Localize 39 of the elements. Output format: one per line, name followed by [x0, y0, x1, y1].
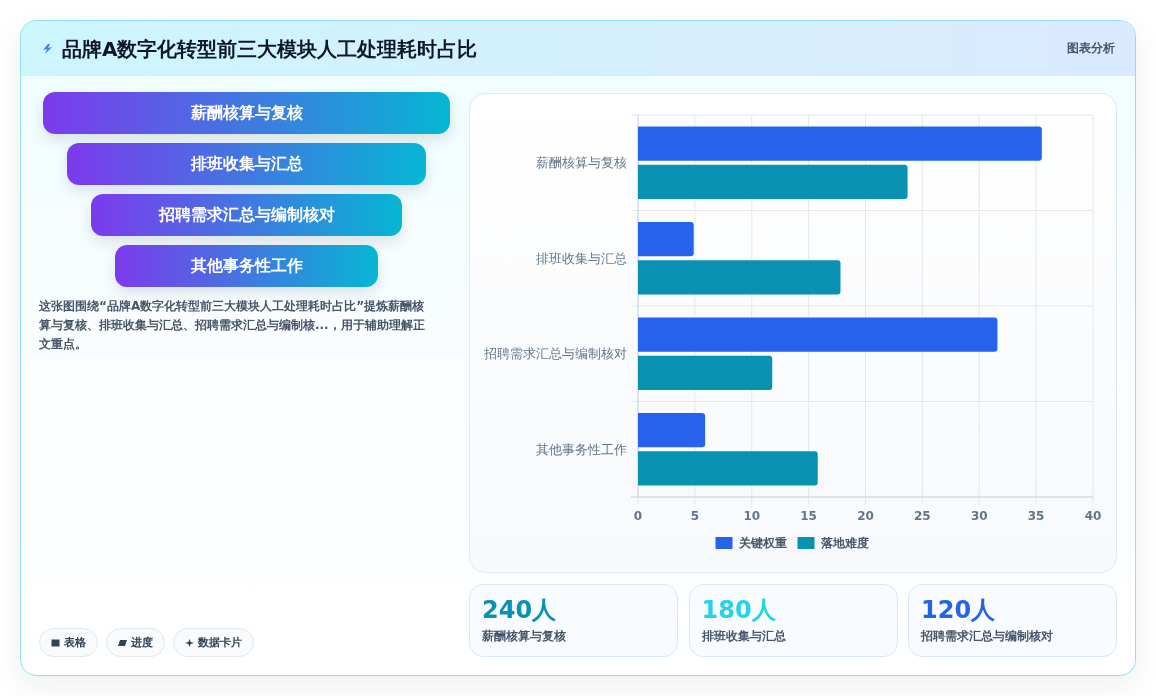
text: 180人: [701, 596, 776, 624]
category-label: 其他事务性工作: [190, 256, 303, 276]
text: 数据卡片: [198, 635, 242, 650]
text: 表格: [64, 635, 86, 650]
bar: [638, 126, 1042, 161]
x-tick-label: 25: [914, 509, 931, 523]
x-tick-label: 10: [743, 509, 761, 523]
x-tick-label: 40: [1084, 509, 1102, 523]
bar: [638, 221, 694, 257]
y-tick-label: 薪酬核算与复核: [536, 155, 627, 171]
bar: [638, 355, 773, 391]
x-tick-label: 0: [633, 509, 643, 523]
bar: [638, 260, 841, 295]
category-label: 排班收集与汇总: [190, 154, 303, 174]
x-tick-label: 35: [1027, 509, 1045, 523]
x-tick-label: 15: [800, 509, 817, 523]
x-tick-label: 5: [690, 509, 700, 523]
x-tick-label: 20: [857, 509, 874, 523]
text: 240人: [482, 596, 557, 624]
bar: [638, 451, 818, 486]
text: 120人: [921, 596, 996, 624]
category-label: 招聘需求汇总与编制核对: [921, 628, 1053, 644]
y-tick-label: 其他事务性工作: [536, 441, 627, 457]
category-label: 招聘需求汇总与编制核对: [158, 205, 335, 225]
text: 进度: [131, 635, 153, 650]
text: 这张图围绕“品牌A数字化转型前三大模块人工处理耗时占比”提炼薪酬核算与复核、排班收集与汇总、招聘需求汇总与编制核...，用于辅助理解正文重点。: [39, 298, 426, 353]
bar: [638, 164, 908, 200]
category-label: 薪酬核算与复核: [482, 628, 566, 644]
bar: [638, 412, 706, 448]
legend-label: 关键权重: [737, 536, 787, 550]
text: 图表分析: [1067, 40, 1115, 56]
legend-label: 落地难度: [819, 536, 869, 550]
text: 品牌A数字化转型前三大模块人工处理耗时占比: [62, 36, 478, 63]
y-tick-label: 招聘需求汇总与编制核对: [483, 346, 627, 362]
category-label: 薪酬核算与复核: [190, 103, 303, 123]
y-tick-label: 排班收集与汇总: [536, 250, 627, 266]
category-label: 排班收集与汇总: [701, 628, 786, 644]
bar: [638, 317, 998, 352]
x-tick-label: 30: [970, 509, 988, 523]
